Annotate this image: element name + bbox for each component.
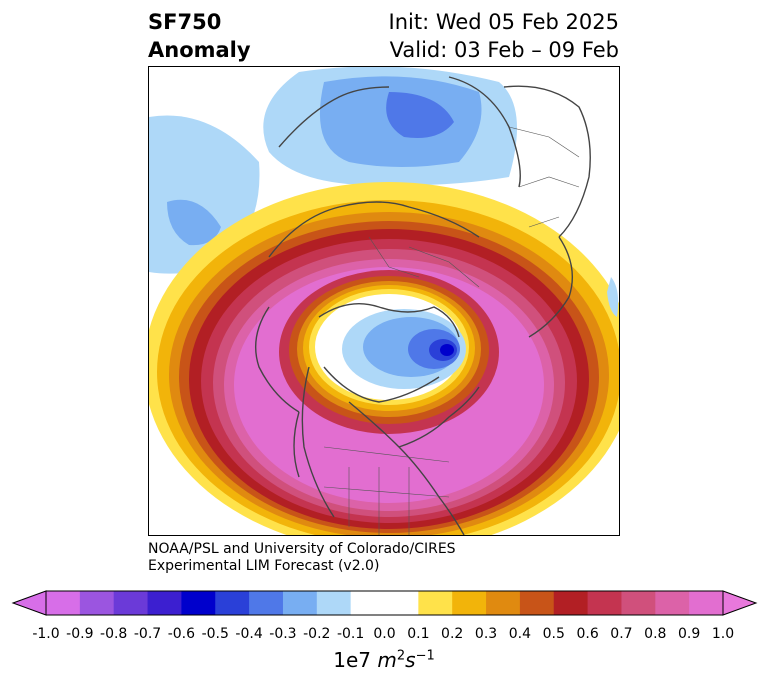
- unit-symbol: m: [377, 648, 397, 672]
- init-date: Init: Wed 05 Feb 2025: [388, 10, 619, 34]
- colorbar-cell: [79, 591, 115, 615]
- negative-anomaly-west-core: [167, 199, 221, 246]
- colorbar-tick-label: 0.6: [576, 626, 599, 642]
- colorbar-tick-label: 0.7: [610, 626, 633, 642]
- colorbar-cell: [689, 591, 724, 615]
- colorbar-tick-label: 0.4: [508, 626, 532, 642]
- colorbar-tick-label: -0.6: [167, 626, 196, 642]
- colorbar-tick-label: -0.4: [235, 626, 263, 642]
- field-kind: Anomaly: [148, 38, 251, 62]
- colorbar-tick-label: 0.3: [474, 626, 498, 642]
- colorbar-unit-label: 1e7 m2s−1: [0, 648, 768, 672]
- colorbar-cell: [655, 591, 690, 615]
- colorbar-cell: [486, 591, 521, 615]
- colorbar-tick-label: 0.2: [441, 626, 464, 642]
- colorbar-cell: [46, 591, 81, 615]
- colorbar-cell: [350, 591, 385, 615]
- colorbar-tick-label: -0.5: [201, 626, 229, 642]
- colorbar-tick-label: 0.5: [542, 626, 565, 642]
- colorbar-tick-label: -0.2: [303, 626, 331, 642]
- colorbar-cell: [181, 591, 216, 615]
- colorbar-cell: [553, 591, 589, 615]
- credit-text: NOAA/PSL and University of Colorado/CIRE…: [148, 541, 456, 575]
- colorbar-cell: [316, 591, 352, 615]
- colorbar-cell: [215, 591, 250, 615]
- colorbar-cell: [587, 591, 622, 615]
- colorbar-tick-label: 0.1: [407, 626, 430, 642]
- colorbar-tick-label: 0.9: [678, 626, 701, 642]
- unit-sup2: −1: [415, 648, 435, 664]
- colorbar-cell: [147, 591, 182, 615]
- colorbar-cell: [282, 591, 318, 615]
- unit-symbol2: s: [405, 648, 416, 672]
- colorbar-outline: [45, 590, 724, 616]
- negative-anomaly-north-center: [386, 92, 454, 138]
- colorbar-extend-low: [11, 590, 47, 616]
- valid-range: Valid: 03 Feb – 09 Feb: [389, 38, 619, 62]
- colorbar-tick-label: -0.7: [133, 626, 162, 642]
- colorbar-tick-label: 0.8: [644, 626, 667, 642]
- colorbar-cell: [621, 591, 656, 615]
- variable-name: SF750: [148, 10, 222, 34]
- anomaly-field: [149, 67, 619, 535]
- colorbar-cell: [249, 591, 284, 615]
- colorbar-tick-label: -0.3: [269, 626, 297, 642]
- colorbar: [11, 590, 758, 616]
- colorbar-cell: [452, 591, 487, 615]
- credit-line-1: NOAA/PSL and University of Colorado/CIRE…: [148, 541, 456, 557]
- colorbar-tick-label: -1.0: [32, 626, 60, 642]
- colorbar-extend-high: [722, 590, 758, 616]
- colorbar-ticks: -1.0 -0.9 -0.8 -0.7 -0.6 -0.5 -0.4 -0.3 -0.2 -0.1…: [0, 626, 768, 646]
- colorbar-cell: [113, 591, 149, 615]
- borders: [323, 126, 580, 535]
- colorbar-tick-label: 0.0: [373, 626, 396, 642]
- colorbar-cell: [418, 591, 453, 615]
- coastlines: [254, 76, 591, 535]
- map-title-left: SF750 Anomaly: [148, 8, 251, 64]
- unit-prefix: 1e7: [333, 648, 372, 672]
- colorbar-cell: [519, 591, 555, 615]
- colorbar-tick-label: -0.9: [66, 626, 94, 642]
- colorbar-tick-label: 1.0: [711, 626, 735, 642]
- credit-line-2: Experimental LIM Forecast (v2.0): [148, 558, 380, 574]
- map-title-right: Init: Wed 05 Feb 2025 Valid: 03 Feb – 09…: [389, 8, 619, 64]
- negative-anomaly-east: [607, 277, 619, 317]
- colorbar-cell: [384, 591, 419, 615]
- polar-map: [148, 66, 620, 536]
- colorbar-tick-label: -0.8: [100, 626, 128, 642]
- unit-sup1: 2: [396, 648, 406, 664]
- polar-negative-core: [440, 344, 454, 356]
- colorbar-tick-label: -0.1: [336, 626, 365, 642]
